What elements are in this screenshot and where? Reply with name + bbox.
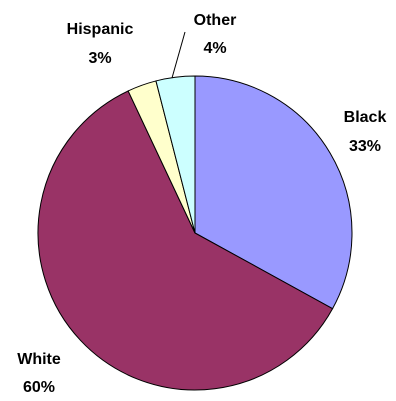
slice-label-white: White — [17, 351, 61, 368]
slice-percent-black: 33% — [349, 138, 381, 155]
pie-labels: Black 33% White 60% Hispanic 3% Other 4% — [17, 12, 386, 396]
pie-slices — [37, 75, 353, 391]
slice-percent-white: 60% — [23, 379, 55, 396]
slice-label-black: Black — [344, 109, 387, 126]
slice-label-hispanic: Hispanic — [67, 21, 134, 38]
slice-label-other: Other — [194, 12, 237, 29]
other-leader-line — [171, 31, 186, 79]
pie-slice-white — [37, 90, 334, 391]
pie-slice-black — [194, 75, 353, 310]
pie-slice-other — [155, 75, 196, 234]
slice-percent-other: 4% — [203, 40, 226, 57]
slice-percent-hispanic: 3% — [88, 50, 111, 67]
